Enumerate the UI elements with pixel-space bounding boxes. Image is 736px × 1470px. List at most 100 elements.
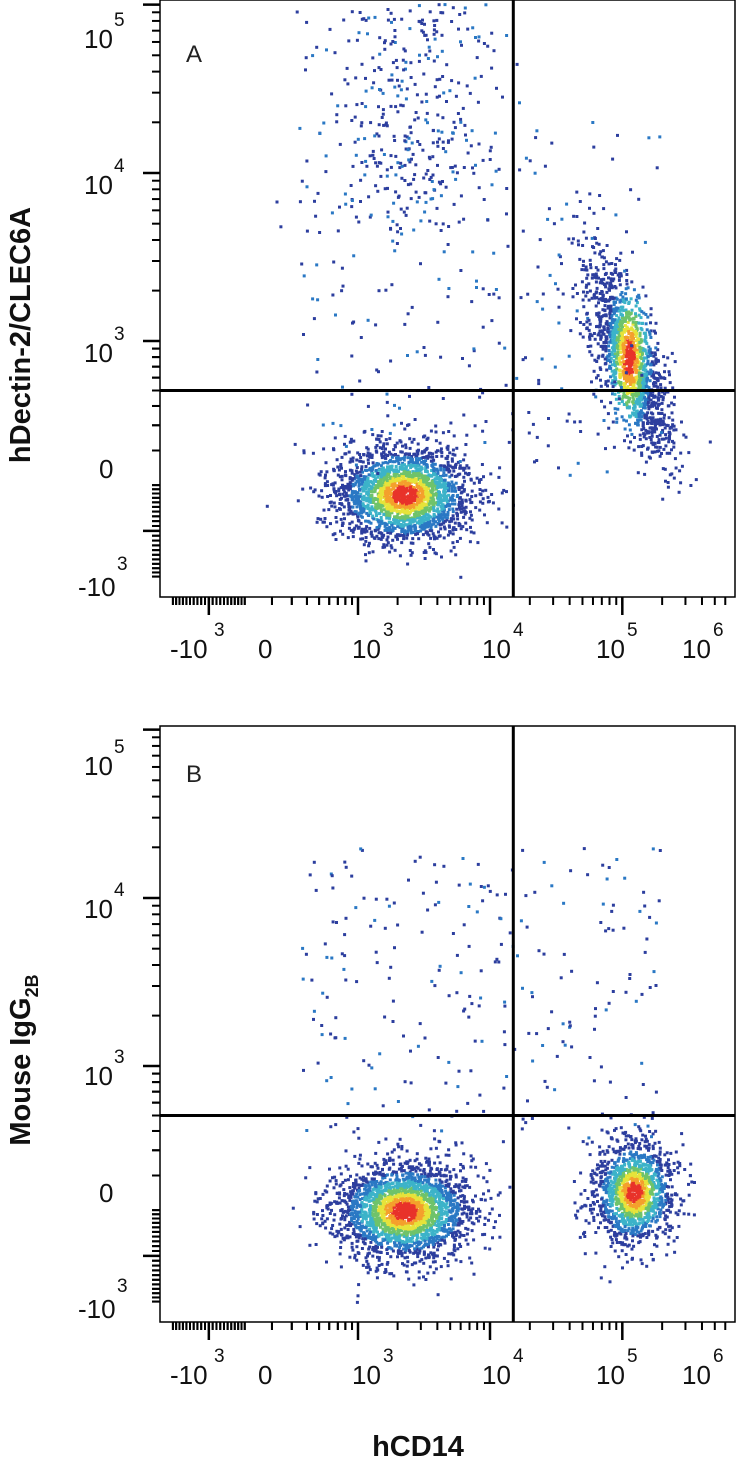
event-point <box>346 82 350 86</box>
event-point <box>428 474 432 478</box>
event-point <box>374 184 378 188</box>
event-point <box>387 505 391 509</box>
event-point <box>425 1227 429 1231</box>
event-point <box>419 529 423 533</box>
event-point <box>409 486 412 490</box>
event-point <box>377 437 381 441</box>
event-point <box>571 237 575 241</box>
event-point <box>425 465 429 469</box>
event-point <box>412 177 416 181</box>
event-point <box>443 527 447 531</box>
event-point <box>618 346 622 350</box>
event-point <box>388 497 392 501</box>
event-point <box>628 397 632 400</box>
event-point <box>369 1240 373 1244</box>
event-point <box>465 84 469 88</box>
event-point <box>663 392 667 396</box>
event-point <box>635 344 639 348</box>
event-point <box>596 374 600 378</box>
event-point <box>649 321 652 325</box>
event-point <box>615 354 619 358</box>
event-point <box>431 462 435 466</box>
event-point <box>603 357 607 361</box>
event-point <box>603 283 607 287</box>
event-point <box>409 463 413 467</box>
event-point <box>427 533 431 537</box>
event-point <box>305 20 309 24</box>
event-point <box>637 392 640 396</box>
event-point <box>354 495 357 498</box>
y-tick-exp: 5 <box>114 10 125 31</box>
panel-a-frame <box>159 0 736 598</box>
event-point <box>446 463 450 467</box>
event-point <box>387 529 391 532</box>
event-point <box>640 310 644 314</box>
event-point <box>621 355 625 359</box>
event-point <box>607 426 611 430</box>
event-point <box>414 111 418 114</box>
event-point <box>631 250 634 254</box>
event-point <box>380 1244 384 1248</box>
event-point <box>380 116 384 119</box>
event-point <box>349 510 353 514</box>
event-point <box>343 1178 347 1182</box>
event-point <box>322 121 326 125</box>
event-point <box>442 490 446 494</box>
event-point <box>603 273 607 276</box>
event-point <box>471 166 474 170</box>
event-point <box>415 93 419 97</box>
event-point <box>415 521 419 525</box>
event-point <box>334 538 338 541</box>
event-point <box>428 528 432 532</box>
event-point <box>405 206 409 210</box>
event-point <box>364 477 368 481</box>
event-point <box>561 292 565 296</box>
event-point <box>465 1200 469 1204</box>
event-point <box>598 281 602 285</box>
event-point <box>354 76 358 80</box>
event-point <box>413 472 417 476</box>
event-point <box>502 488 506 492</box>
event-point <box>359 506 362 510</box>
event-point <box>484 488 488 492</box>
event-point <box>610 350 614 354</box>
event-point <box>667 416 671 420</box>
event-point <box>348 1235 352 1239</box>
event-point <box>383 187 387 191</box>
event-point <box>433 462 437 466</box>
event-point <box>350 492 354 496</box>
event-point <box>625 268 629 272</box>
event-point <box>604 299 608 303</box>
event-point <box>361 460 365 464</box>
event-point <box>324 154 328 158</box>
event-point <box>599 344 603 348</box>
event-point <box>641 368 645 372</box>
y-tick-exp: 3 <box>117 554 128 575</box>
event-point <box>625 273 629 276</box>
event-point <box>352 1182 355 1185</box>
event-point <box>623 319 627 323</box>
event-point <box>639 403 643 407</box>
event-point <box>376 1191 380 1195</box>
event-point <box>384 447 387 451</box>
event-point <box>652 373 655 377</box>
event-point <box>415 200 419 204</box>
event-point <box>638 350 642 354</box>
event-point <box>625 419 628 423</box>
event-point <box>432 59 436 63</box>
event-point <box>396 161 400 165</box>
event-point <box>345 66 349 70</box>
event-point <box>308 1243 312 1247</box>
event-point <box>375 450 379 454</box>
event-point <box>437 482 441 485</box>
event-point <box>420 506 424 510</box>
event-point <box>464 133 467 137</box>
event-point <box>462 489 466 493</box>
event-point <box>621 395 625 399</box>
event-point <box>379 516 383 519</box>
event-point <box>684 435 688 439</box>
event-point <box>547 207 551 211</box>
event-point <box>340 1199 344 1203</box>
event-point <box>617 326 621 330</box>
event-point <box>387 450 391 454</box>
